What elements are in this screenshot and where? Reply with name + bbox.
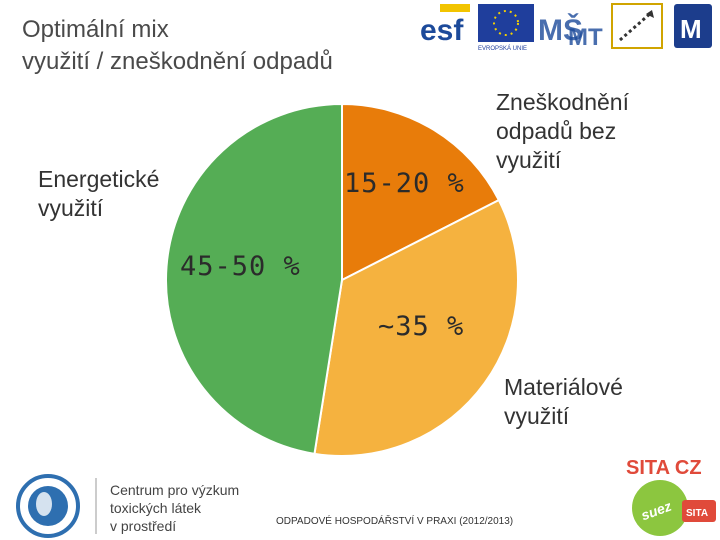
eu-flag-icon: EVROPSKÁ UNIE	[478, 4, 534, 52]
slice-label-material: Materiálové využití	[504, 374, 623, 429]
footer-text: ODPADOVÉ HOSPODÁŘSTVÍ V PRAXI (2012/2013…	[276, 516, 514, 527]
slide-title: Optimální mix využití / zneškodnění odpa…	[22, 16, 333, 75]
ccrt-globe-logo	[16, 474, 97, 538]
svg-text:MŠ: MŠ	[538, 13, 583, 47]
svg-text:M: M	[680, 14, 702, 44]
pie-chart	[165, 102, 519, 457]
svg-text:MT: MT	[568, 24, 603, 51]
svg-text:SITA: SITA	[686, 508, 708, 519]
slice-value-energy: 45-50 %	[180, 251, 301, 282]
op-vk-logo	[611, 3, 663, 49]
slice-label-energy: Energetické využití	[38, 166, 160, 221]
slice-label-disposal: Zneškodnění odpadů bez využití	[496, 89, 629, 173]
muni-logo: M	[674, 4, 712, 48]
slice-value-material: ~35 %	[378, 311, 465, 342]
suez-logo: suez SITA	[632, 480, 716, 536]
header-logos: esf EVROPSKÁ UNIE MŠ MT M	[418, 2, 712, 52]
slice-value-disposal: 15-20 %	[344, 168, 465, 199]
esf-logo: esf	[418, 2, 476, 48]
centre-name: Centrum pro výzkum toxických látek v pro…	[110, 482, 240, 534]
msmt-logo: MŠ MT	[538, 13, 603, 51]
pie-slice-material	[313, 198, 519, 457]
svg-text:esf: esf	[420, 14, 464, 47]
pie-slice-energy	[165, 102, 343, 455]
pie-slice-disposal	[341, 102, 501, 282]
svg-text:EVROPSKÁ UNIE: EVROPSKÁ UNIE	[478, 45, 527, 52]
sita-logo-text: SITA CZ	[626, 457, 702, 479]
